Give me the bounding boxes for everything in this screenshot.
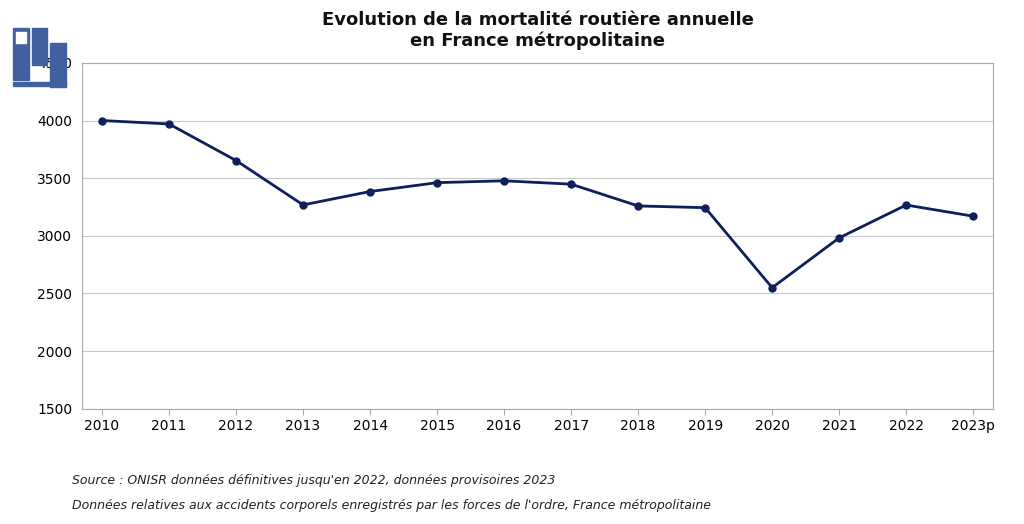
Bar <box>13 28 29 80</box>
Title: Evolution de la mortalité routière annuelle
en France métropolitaine: Evolution de la mortalité routière annue… <box>322 11 754 50</box>
Bar <box>32 28 47 65</box>
Bar <box>50 43 66 87</box>
Bar <box>13 82 66 85</box>
Bar <box>16 32 26 43</box>
Text: Données relatives aux accidents corporels enregistrés par les forces de l'ordre,: Données relatives aux accidents corporel… <box>72 499 711 512</box>
Text: Source : ONISR données définitives jusqu'en 2022, données provisoires 2023: Source : ONISR données définitives jusqu… <box>72 474 555 487</box>
